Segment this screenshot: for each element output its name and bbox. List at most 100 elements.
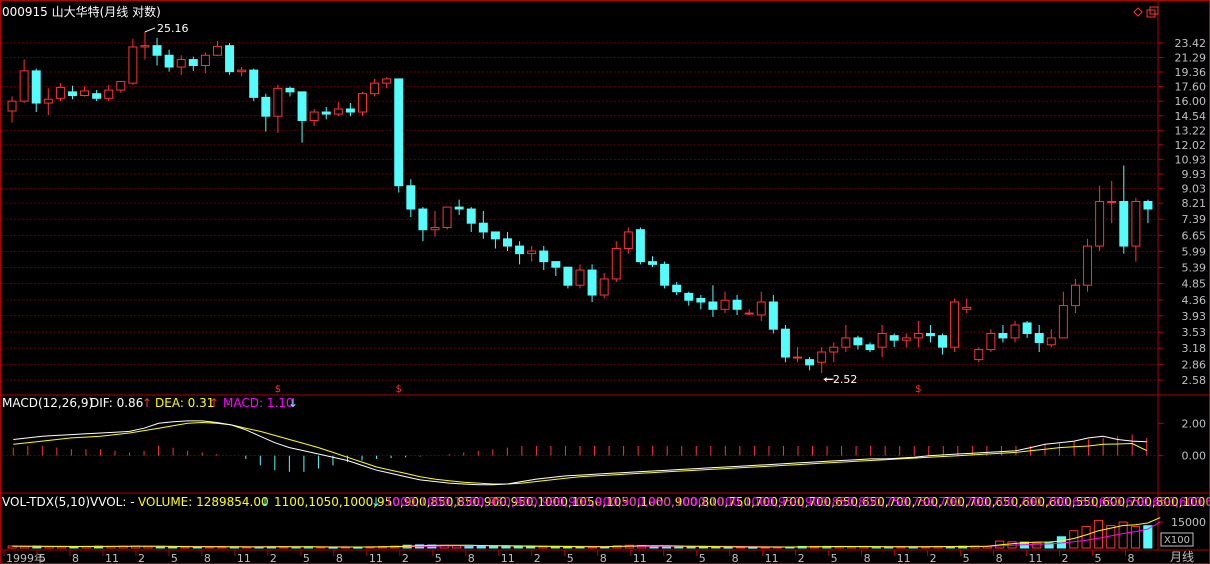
candle-body — [938, 335, 948, 348]
candle-body — [635, 229, 645, 263]
price-tick-label: 9.03 — [1182, 183, 1207, 196]
ma5-line — [12, 517, 1161, 548]
time-tick-label: 11 — [765, 552, 779, 564]
candle-body — [1010, 324, 1020, 339]
price-grid — [2, 42, 1158, 381]
candle-body — [660, 263, 670, 286]
candle-body — [249, 69, 259, 98]
signal-marker: $ — [915, 384, 921, 395]
volume-value: VOLUME: 1289854.00 — [138, 495, 269, 509]
time-tick-label: 8 — [864, 552, 871, 564]
dif-line — [13, 420, 1147, 486]
vvol-value: VVOL: - — [90, 495, 135, 509]
candle-body — [164, 54, 174, 68]
time-tick-label: 2 — [270, 552, 277, 564]
price-tick-label: 3.93 — [1182, 310, 1207, 323]
candle-body — [950, 301, 960, 348]
chart-title: 000915 山大华特(月线 对数) — [2, 4, 161, 19]
ma5-value: 1100,1050,1000,950,900,850,850,900,950,1… — [274, 495, 1210, 509]
candle-body — [67, 91, 77, 97]
candle-body — [345, 108, 355, 113]
time-tick-label: 5 — [699, 552, 706, 564]
price-tick-label: 9.93 — [1182, 168, 1207, 181]
candle-body — [273, 87, 283, 117]
candle-body — [442, 206, 452, 229]
candle-body — [406, 185, 416, 210]
volume-bar — [686, 546, 696, 549]
candle-body — [672, 284, 682, 293]
candle-body — [357, 93, 367, 113]
candle-body — [116, 80, 126, 91]
volume-bar — [1032, 542, 1042, 549]
candle-body — [237, 69, 247, 73]
candle-body — [466, 208, 476, 224]
volume-bar — [1044, 542, 1054, 549]
candle-body — [865, 344, 875, 351]
candle-body — [1070, 284, 1080, 307]
time-tick-label: 8 — [996, 552, 1003, 564]
candle-body — [1083, 245, 1093, 286]
candle-body — [817, 351, 827, 363]
candle-body — [1095, 200, 1105, 247]
candle-body — [744, 312, 754, 315]
macd-tick-label: 0.00 — [1182, 450, 1207, 463]
macd-value: MACD: 1.10 — [223, 396, 294, 410]
candle-body — [285, 87, 295, 93]
price-tick-label: 6.65 — [1182, 229, 1207, 242]
dea-value: DEA: 0.31 — [155, 396, 214, 410]
dea-line — [13, 421, 1147, 485]
candle-body — [382, 78, 392, 84]
diamond-icon[interactable] — [1133, 7, 1143, 17]
candle-body — [551, 261, 561, 268]
time-tick-label: 2 — [402, 552, 409, 564]
ma10-up-arrow: ↑ — [490, 495, 500, 509]
candle-body — [309, 111, 319, 121]
candle-body — [503, 238, 512, 247]
candle-body — [768, 301, 778, 330]
candle-body — [587, 269, 597, 296]
candle-body — [623, 231, 633, 250]
time-tick-label: 8 — [1128, 552, 1135, 564]
time-tick-label: 2 — [138, 552, 145, 564]
volume-panel: 15000 X100 — [7, 516, 1206, 549]
time-tick-label: 11 — [501, 552, 515, 564]
price-tick-label: 7.39 — [1182, 213, 1207, 226]
price-tick-label: 10.93 — [1175, 153, 1207, 166]
time-tick-label: 8 — [600, 552, 607, 564]
volume-unit-box — [1160, 532, 1194, 547]
time-tick-label: 8 — [468, 552, 475, 564]
ma10-value: 1000,1000,1000,950,900,900,900,900,900,9… — [385, 495, 1210, 509]
volume-bar — [1130, 525, 1141, 549]
time-tick-label: 8 — [72, 552, 79, 564]
candle-body — [793, 356, 803, 359]
candle-body — [200, 54, 210, 66]
volume-bar — [674, 546, 684, 549]
candle-body — [986, 332, 996, 351]
volume-tick-label: 15000 — [1171, 516, 1206, 529]
candle-body — [515, 245, 525, 255]
window-restore-icon[interactable] — [1146, 6, 1159, 18]
ma10-line — [12, 521, 1161, 548]
macd-tick-label: 2.00 — [1182, 417, 1207, 430]
volume-bar — [501, 545, 511, 549]
candle-body — [188, 59, 198, 66]
candle-body — [732, 299, 742, 310]
volume-down-arrow: ↓ — [260, 495, 270, 509]
time-tick-label: 5 — [567, 552, 574, 564]
candle-body — [575, 269, 585, 286]
time-tick-label: 5 — [831, 552, 838, 564]
candle-body — [31, 70, 41, 104]
price-tick-label: 3.18 — [1182, 342, 1207, 355]
signal-marker: $ — [396, 384, 402, 395]
time-tick-label: 2 — [666, 552, 673, 564]
candle-body — [563, 266, 573, 286]
price-tick-label: 13.22 — [1175, 124, 1207, 137]
candle-body — [925, 332, 935, 337]
vol-label: VOL-TDX(5,10) — [2, 495, 90, 509]
price-tick-label: 14.54 — [1175, 110, 1207, 123]
period-label: 月线 — [1170, 550, 1194, 564]
time-tick-label: 5 — [303, 552, 310, 564]
high-annotation-arrow — [144, 27, 156, 33]
price-tick-label: 5.39 — [1182, 261, 1207, 274]
